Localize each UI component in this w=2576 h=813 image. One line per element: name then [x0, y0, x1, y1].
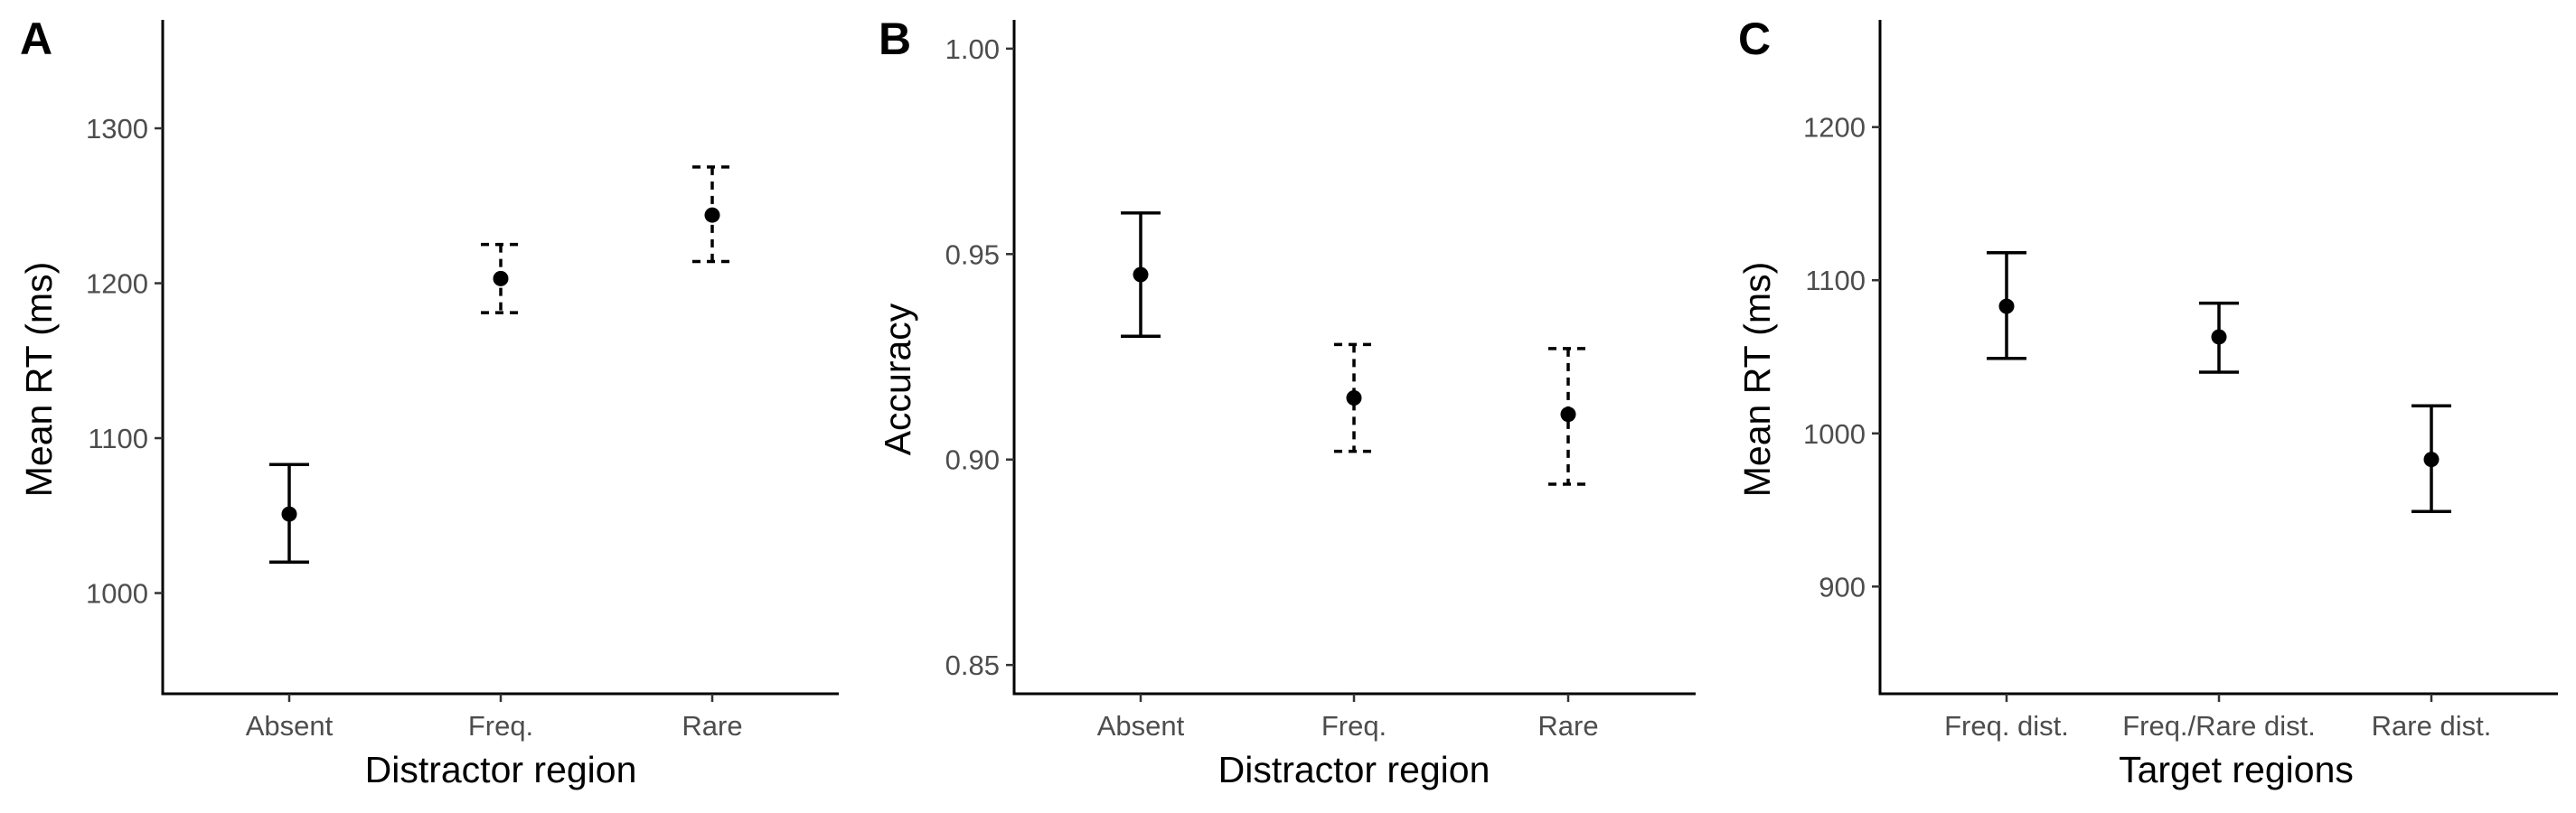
x-tick-label: Rare dist. [2372, 710, 2492, 742]
y-tick-label: 1200 [1803, 112, 1866, 144]
x-axis-title: Target regions [2119, 749, 2354, 790]
x-tick-label: Rare [682, 710, 742, 742]
y-tick-label: 1000 [1803, 418, 1866, 450]
x-tick-label: Rare [1537, 710, 1598, 742]
y-tick-label: 1100 [1805, 265, 1866, 296]
y-tick-label: 900 [1819, 571, 1866, 603]
x-axis-title: Distractor region [1218, 749, 1490, 790]
y-axis-title: Accuracy [877, 303, 918, 455]
error-bar [1548, 347, 1588, 486]
x-tick-label: Freq. [468, 710, 533, 742]
y-tick-label: 0.85 [945, 649, 1000, 681]
y-tick-label: 1200 [86, 268, 148, 300]
panel-b: B Accuracy Distractor region 0.85 0.90 0.9… [877, 14, 1696, 790]
y-axis-title: Mean RT (ms) [18, 262, 60, 497]
panel-c: C Mean RT (ms) Target regions 900 1000 110… [1736, 14, 2558, 790]
data-point [1346, 389, 1362, 406]
y-tick-label: 1.00 [945, 33, 1000, 65]
x-axis-title: Distractor region [365, 749, 637, 790]
y-tick-label: 0.95 [945, 238, 1000, 270]
data-point [2211, 329, 2227, 345]
data-point [704, 207, 720, 223]
x-tick-label: Freq. dist. [1944, 710, 2069, 742]
panel-letter: A [20, 14, 52, 64]
panel-letter: C [1738, 14, 1771, 64]
x-tick-label: Freq. [1321, 710, 1387, 742]
y-axis-title: Mean RT (ms) [1736, 262, 1778, 497]
x-tick-label: Absent [246, 710, 334, 742]
data-point [1560, 406, 1576, 423]
x-tick-label: Freq./Rare dist. [2122, 710, 2316, 742]
data-point [2423, 452, 2440, 468]
panel-a: A Mean RT (ms) Distractor region 1000 110… [18, 14, 839, 790]
data-point [281, 506, 297, 522]
y-tick-label: 1300 [86, 113, 148, 145]
data-point [493, 270, 509, 286]
y-tick-label: 0.90 [945, 444, 1000, 476]
y-tick-label: 1000 [86, 578, 148, 610]
panel-letter: B [879, 14, 911, 64]
x-tick-label: Absent [1097, 710, 1185, 742]
data-point [1998, 298, 2015, 314]
y-tick-label: 1100 [88, 423, 148, 454]
error-bar [1334, 342, 1374, 453]
data-point [1133, 266, 1149, 283]
